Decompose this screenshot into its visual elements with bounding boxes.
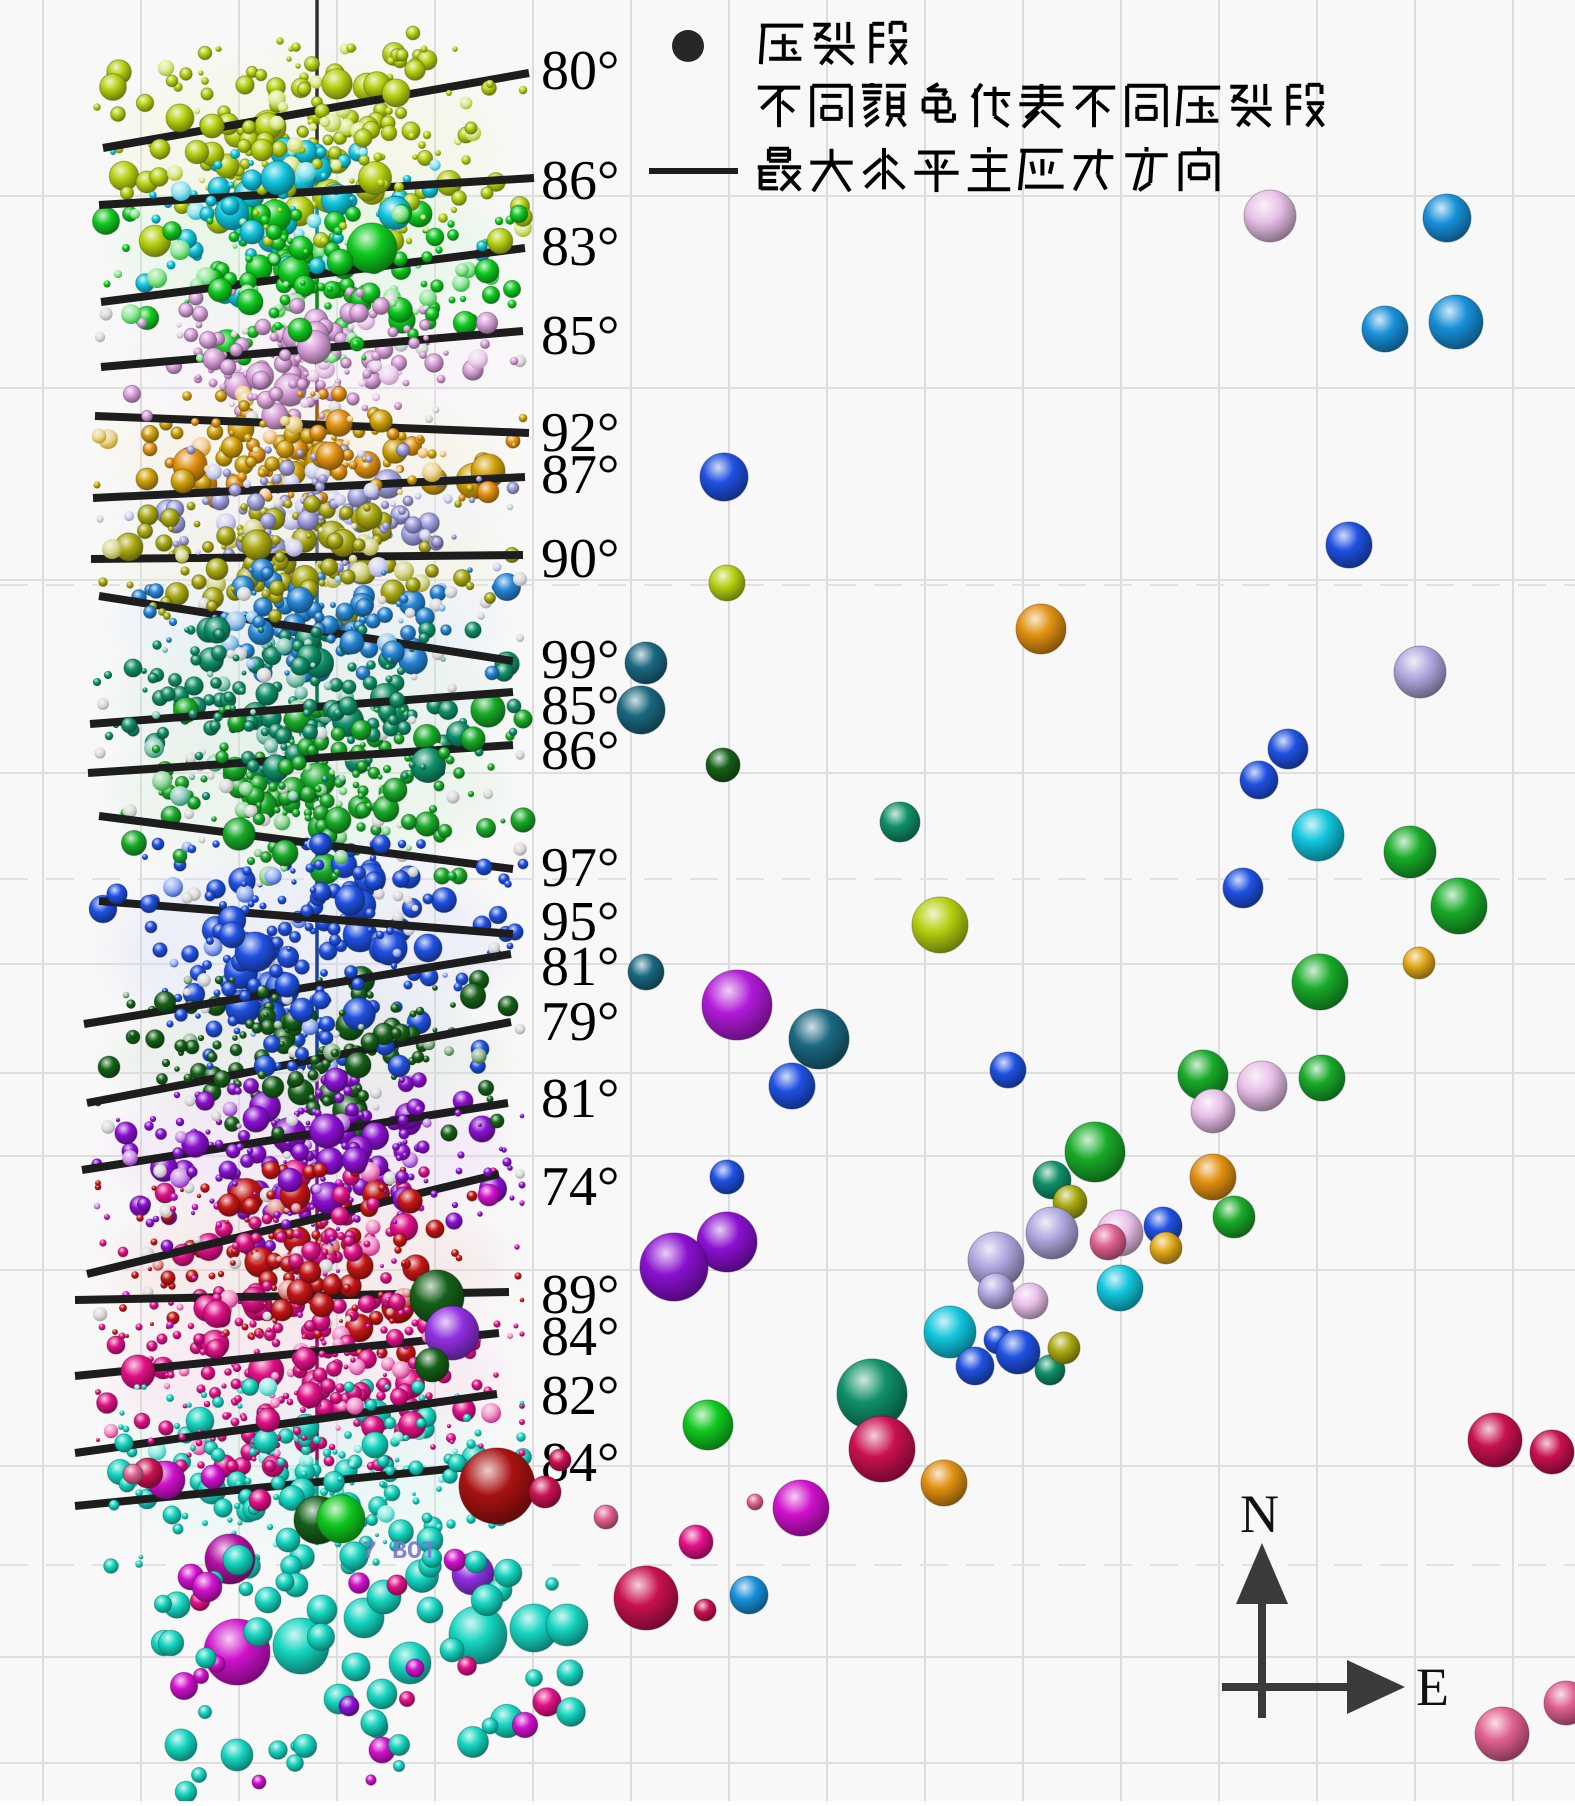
svg-text:83°: 83° xyxy=(541,216,619,278)
svg-text:79°: 79° xyxy=(541,991,619,1053)
svg-text:86°: 86° xyxy=(541,720,619,782)
svg-text:87°: 87° xyxy=(541,444,619,506)
svg-text:82°: 82° xyxy=(541,1365,619,1427)
svg-text:85°: 85° xyxy=(541,675,619,737)
svg-text:97°: 97° xyxy=(541,837,619,899)
svg-text:92°: 92° xyxy=(541,402,619,464)
svg-text:N: N xyxy=(1240,1484,1279,1544)
svg-text:7 BOT: 7 BOT xyxy=(362,1537,437,1566)
svg-text:89°: 89° xyxy=(541,1264,619,1326)
svg-text:95°: 95° xyxy=(541,891,619,953)
svg-text:81°: 81° xyxy=(541,1068,619,1130)
svg-text:81°: 81° xyxy=(541,936,619,998)
svg-text:80°: 80° xyxy=(541,40,619,102)
svg-text:99°: 99° xyxy=(541,629,619,691)
svg-text:86°: 86° xyxy=(541,150,619,212)
svg-text:E: E xyxy=(1416,1657,1449,1717)
svg-text:90°: 90° xyxy=(541,528,619,590)
svg-text:84°: 84° xyxy=(541,1306,619,1368)
svg-text:74°: 74° xyxy=(541,1156,619,1218)
svg-text:85°: 85° xyxy=(541,305,619,367)
